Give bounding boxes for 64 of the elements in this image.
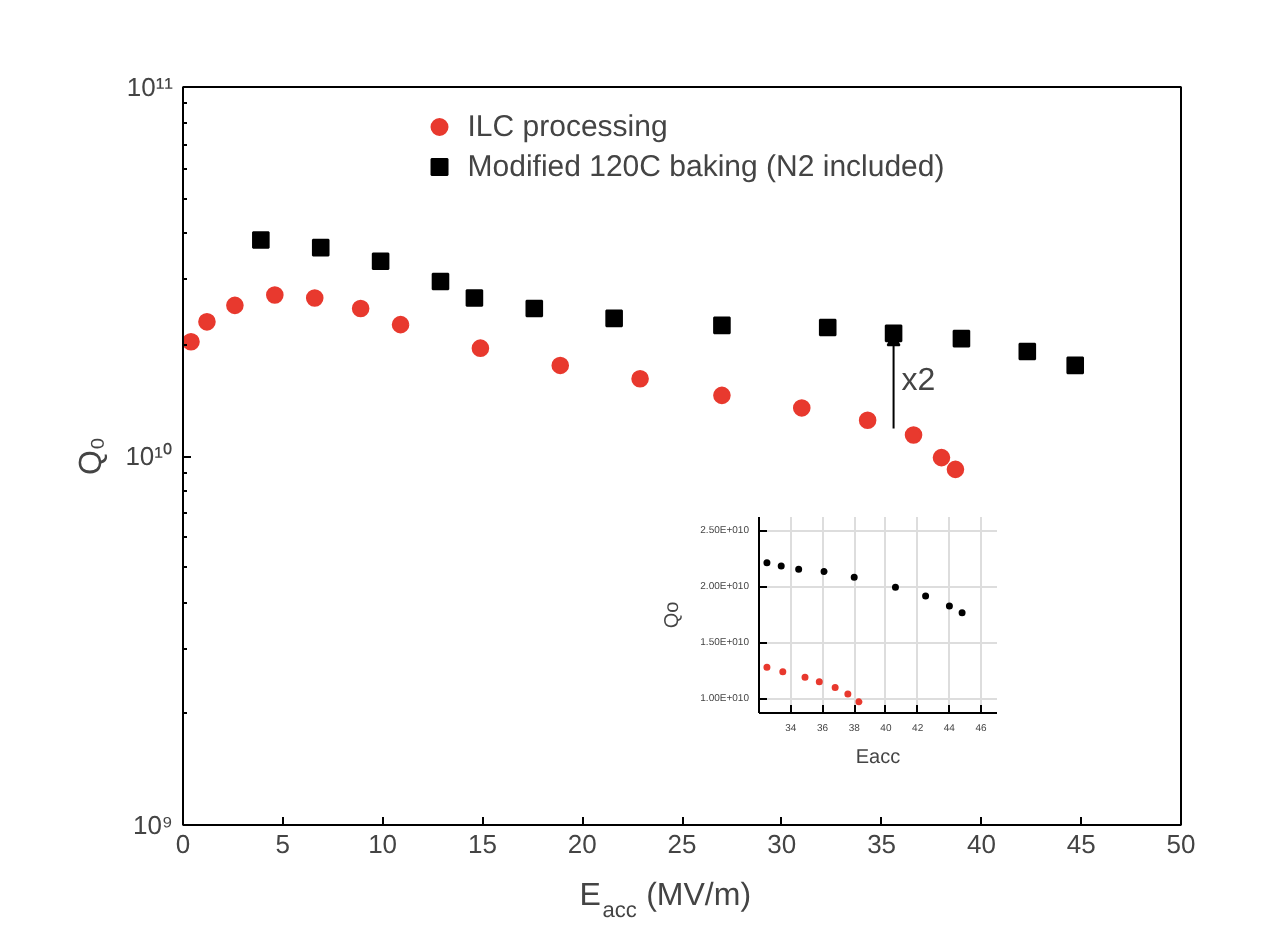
y-tick-label: 10¹¹ [126, 72, 175, 102]
point [465, 289, 484, 307]
point [850, 573, 858, 581]
x-tick-label: 40 [966, 829, 996, 859]
legend-label: ILC processing [467, 109, 668, 143]
point [777, 562, 785, 570]
annotation: x2 [901, 363, 936, 398]
point [605, 309, 623, 328]
point [952, 329, 971, 348]
point [792, 399, 811, 417]
point [1018, 342, 1037, 361]
point [391, 315, 410, 334]
x-tick-label: 30 [767, 829, 797, 859]
point [818, 318, 837, 337]
point [551, 356, 570, 375]
point [305, 289, 324, 307]
x-tick-label: 15 [467, 829, 497, 859]
point [858, 411, 877, 430]
point [525, 299, 544, 318]
point [311, 238, 330, 257]
x-tick-label: 5 [275, 829, 291, 859]
y-axis-title: Q₀ [75, 436, 110, 476]
point [946, 460, 965, 479]
point [371, 252, 390, 271]
point [891, 583, 899, 591]
x-tick-label: 0 [175, 829, 191, 859]
point [945, 602, 953, 610]
point [904, 426, 923, 444]
legend-label: Modified 120C baking (N2 included) [467, 149, 945, 183]
point [252, 231, 270, 249]
point [815, 678, 823, 686]
point [820, 568, 828, 576]
x-tick-label: 50 [1166, 829, 1196, 859]
point [855, 698, 863, 706]
point [713, 386, 731, 405]
point [779, 668, 787, 676]
point [922, 592, 930, 600]
point [831, 683, 839, 691]
point [431, 272, 450, 291]
point [763, 559, 771, 567]
y-tick-label: 10¹⁰ [125, 441, 174, 471]
x-tick-label: 20 [567, 829, 597, 859]
point [266, 286, 284, 304]
x-tick-label: 10 [368, 829, 398, 859]
x-axis-title: Eacc [855, 747, 901, 769]
point [932, 448, 951, 467]
x-tick-label: 45 [1066, 829, 1096, 859]
y-tick-label: 10⁹ [132, 810, 174, 840]
point [958, 609, 966, 617]
point [1066, 356, 1085, 375]
point [226, 296, 244, 315]
point [183, 332, 200, 351]
y-axis-title: Qo [662, 600, 685, 629]
x-tick-label: 25 [667, 829, 697, 859]
point [351, 299, 370, 318]
point [631, 369, 649, 388]
point [795, 565, 803, 573]
point [801, 673, 809, 681]
point [844, 690, 852, 698]
x-tick-label: 35 [867, 829, 897, 859]
point [198, 313, 216, 331]
point [471, 339, 490, 357]
point [713, 316, 731, 335]
point [763, 663, 771, 671]
